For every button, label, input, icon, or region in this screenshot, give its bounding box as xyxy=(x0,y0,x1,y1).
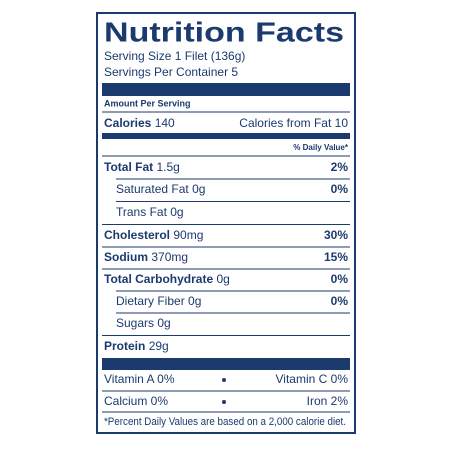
vitamin: Iron 2% xyxy=(307,394,349,408)
nutrient-name: Sugars xyxy=(116,316,154,330)
nutrient-name: Total Fat xyxy=(104,160,153,174)
thick-bar xyxy=(102,83,350,96)
calories-from-fat: Calories from Fat 10 xyxy=(239,116,348,130)
nutrient: Total Carbohydrate 0g xyxy=(104,272,230,286)
bullet xyxy=(222,400,226,404)
bullet xyxy=(222,378,226,382)
nutrient: Cholesterol 90mg xyxy=(104,228,203,242)
medium-bar xyxy=(102,133,350,139)
vitamin: Vitamin C 0% xyxy=(276,372,349,386)
nutrient: Protein 29g xyxy=(104,339,169,353)
serving-size: Serving Size 1 Filet (136g) xyxy=(104,49,245,63)
thick-bar xyxy=(102,358,350,370)
nutrient-amount: 0g xyxy=(188,294,201,308)
footnote: *Percent Daily Values are based on a 2,0… xyxy=(104,416,346,428)
daily-value: 0% xyxy=(331,272,349,286)
daily-value: 15% xyxy=(324,250,348,264)
nutrient: Sodium 370mg xyxy=(104,250,188,264)
nutrient-amount: 0g xyxy=(157,316,170,330)
nutrient-rows: Total Fat 1.5g 2% Saturated Fat 0g 0% Trans … xyxy=(102,160,350,353)
nutrient-name: Sodium xyxy=(104,250,148,264)
nutrient-name: Cholesterol xyxy=(104,228,170,242)
title: Nutrition Facts xyxy=(104,16,344,47)
nutrient-name: Protein xyxy=(104,339,145,353)
daily-value-header: % Daily Value* xyxy=(293,143,349,152)
vitamin: Calcium 0% xyxy=(104,394,168,408)
nutrient: Sugars 0g xyxy=(116,316,171,330)
nutrient-name: Saturated Fat xyxy=(116,182,189,196)
nutrient-name: Total Carbohydrate xyxy=(104,272,213,286)
nutrient: Total Fat 1.5g xyxy=(104,160,180,174)
nutrient: Trans Fat 0g xyxy=(116,205,184,219)
vitamin: Vitamin A 0% xyxy=(104,372,175,386)
daily-value: 0% xyxy=(331,294,349,308)
servings-per-container: Servings Per Container 5 xyxy=(104,65,238,79)
amount-per-serving: Amount Per Serving xyxy=(104,98,191,108)
daily-value: 30% xyxy=(324,228,348,242)
nutrient-amount: 90mg xyxy=(173,228,203,242)
nutrient-amount: 0g xyxy=(170,205,183,219)
nutrient: Saturated Fat 0g xyxy=(116,182,205,196)
nutrient-amount: 370mg xyxy=(151,250,188,264)
calories-label: Calories xyxy=(104,116,152,130)
calories-value: 140 xyxy=(155,116,175,130)
nutrient-name: Dietary Fiber xyxy=(116,294,185,308)
nutrient-amount: 0g xyxy=(192,182,205,196)
calories: Calories 140 xyxy=(104,116,175,130)
nutrient-amount: 0g xyxy=(216,272,229,286)
daily-value: 2% xyxy=(331,160,349,174)
daily-value: 0% xyxy=(331,182,349,196)
nutrient-amount: 1.5g xyxy=(156,160,179,174)
nutrient: Dietary Fiber 0g xyxy=(116,294,201,308)
nutrient-name: Trans Fat xyxy=(116,205,168,219)
nutrient-amount: 29g xyxy=(149,339,169,353)
